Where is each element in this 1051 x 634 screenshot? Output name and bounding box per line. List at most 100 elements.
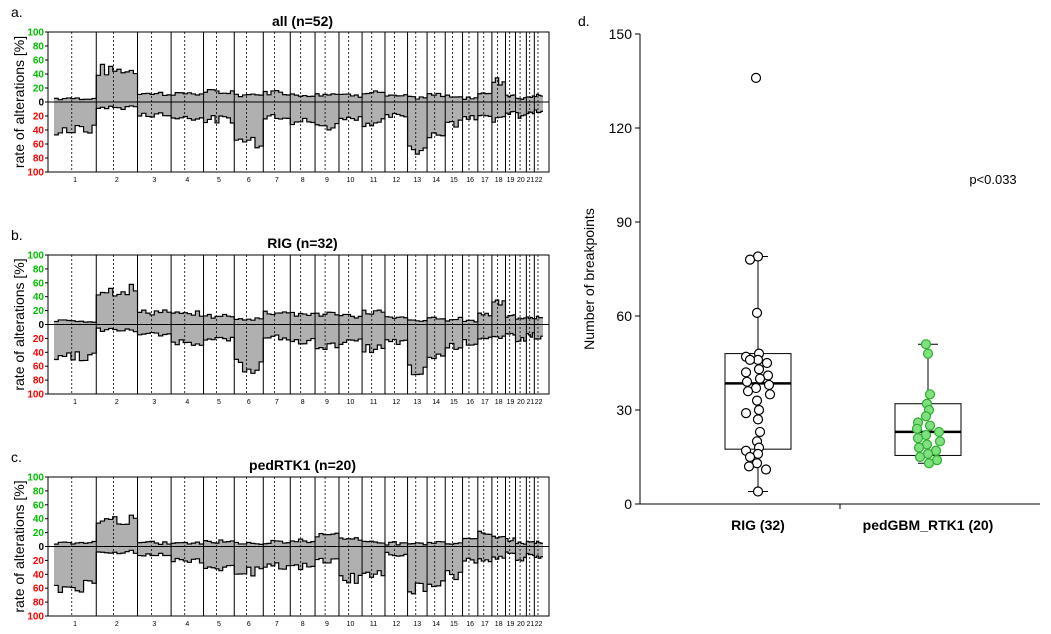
y-tick-label: 20 [33, 84, 45, 95]
chromosome-label: 17 [481, 177, 489, 184]
p-value-annotation: p<0.033 [969, 172, 1016, 187]
chromosome-label: 15 [450, 399, 458, 406]
y-tick-label: 150 [609, 26, 633, 42]
chromosome-label: 19 [507, 399, 515, 406]
chromosome-label: 14 [432, 399, 440, 406]
chromosome-label: 14 [432, 621, 440, 628]
y-tick-label: 80 [33, 154, 45, 165]
panel-title: pedRTK1 (n=20) [249, 457, 356, 473]
panel-letter: b. [11, 227, 23, 243]
chromosome-label: 14 [432, 177, 440, 184]
loss-area [54, 546, 543, 594]
data-point [923, 458, 935, 469]
chromosome-label: 3 [152, 621, 156, 628]
chromosome-label: 19 [507, 177, 515, 184]
data-point [761, 357, 773, 369]
data-point [754, 373, 766, 384]
gain-area [54, 515, 543, 547]
y-axis-label: rate of alterations [%] [11, 36, 27, 168]
panel-title: RIG (n=32) [267, 235, 337, 251]
y-tick-label: 120 [609, 120, 633, 136]
data-point [763, 379, 775, 391]
chromosome-label: 12 [392, 177, 400, 184]
y-tick-label: 20 [33, 112, 45, 123]
panel-title: all (n=52) [272, 13, 333, 29]
chromosome-label: 15 [450, 621, 458, 628]
chromosome-label: 18 [495, 177, 503, 184]
loss-line [54, 327, 543, 376]
data-point [913, 442, 925, 453]
chromosome-label: 10 [347, 399, 355, 406]
y-tick-label: 40 [33, 570, 45, 581]
chromosome-label: 17 [481, 621, 489, 628]
y-tick-label: 40 [33, 514, 45, 525]
chromosome-label: 22 [535, 177, 543, 184]
chromosome-label: 5 [217, 177, 221, 184]
chromosome-label: 16 [466, 621, 474, 628]
y-tick-label: 0 [624, 496, 632, 512]
data-point [752, 486, 764, 497]
chromosome-label: 22 [535, 621, 543, 628]
chromosome-label: 6 [247, 621, 251, 628]
y-tick-label: 30 [616, 402, 632, 418]
data-point [744, 354, 756, 365]
chromosome-label: 19 [507, 621, 515, 628]
data-point [934, 436, 946, 447]
chromosome-label: 17 [481, 399, 489, 406]
data-point [742, 386, 754, 397]
track-panel-2: b. RIG (n=32) 100 80 60 40 20 0 20 40 60 80 100rate … [11, 227, 550, 406]
data-point [753, 404, 765, 416]
chromosome-label: 3 [152, 399, 156, 406]
chromosome-label: 13 [413, 399, 421, 406]
data-point [933, 426, 945, 438]
chromosome-label: 4 [185, 399, 189, 406]
y-tick-label: 100 [27, 168, 44, 179]
chromosome-label: 11 [370, 399, 377, 406]
y-axis-label: Number of breakpoints [581, 208, 597, 350]
data-point [751, 395, 763, 406]
box-series-1: RIG (32) [724, 72, 792, 533]
chromosome-label: 1 [73, 177, 77, 184]
y-tick-label: 40 [33, 126, 45, 137]
y-tick-label: 0 [38, 320, 44, 331]
panel-letter: c. [11, 449, 22, 465]
chromosome-label: 7 [275, 177, 279, 184]
panel-letter: d. [578, 13, 590, 29]
chromosome-label: 20 [517, 399, 525, 406]
y-tick-label: 80 [33, 486, 45, 497]
chromosome-label: 7 [275, 621, 279, 628]
data-point [751, 307, 763, 318]
chromosome-label: 12 [392, 621, 400, 628]
y-axis-label: rate of alterations [%] [11, 258, 27, 390]
chromosome-label: 21 [526, 177, 534, 184]
chromosome-label: 6 [247, 399, 251, 406]
y-tick-label: 20 [33, 528, 45, 539]
data-point [744, 254, 756, 265]
chromosome-label: 13 [413, 177, 421, 184]
chromosome-label: 8 [301, 621, 305, 628]
chromosome-label: 2 [115, 399, 119, 406]
y-tick-label: 20 [33, 334, 45, 345]
loss-line [54, 105, 543, 155]
y-tick-label: 60 [33, 56, 45, 67]
y-axis-label: rate of alterations [%] [11, 480, 27, 612]
data-point [924, 420, 936, 431]
loss-line [54, 549, 543, 595]
data-point [740, 367, 752, 378]
chromosome-label: 20 [517, 621, 525, 628]
chromosome-label: 2 [115, 177, 119, 184]
data-point [764, 389, 776, 400]
chromosome-label: 16 [466, 177, 474, 184]
data-point [760, 464, 772, 475]
data-point [743, 461, 755, 472]
loss-area [54, 324, 543, 375]
y-tick-label: 20 [33, 306, 45, 317]
chromosome-label: 9 [325, 621, 329, 628]
data-point [750, 72, 762, 83]
gain-area [54, 284, 543, 325]
chromosome-label: 3 [152, 177, 156, 184]
y-tick-label: 40 [33, 292, 45, 303]
gain-line [54, 514, 543, 546]
y-tick-label: 80 [33, 376, 45, 387]
